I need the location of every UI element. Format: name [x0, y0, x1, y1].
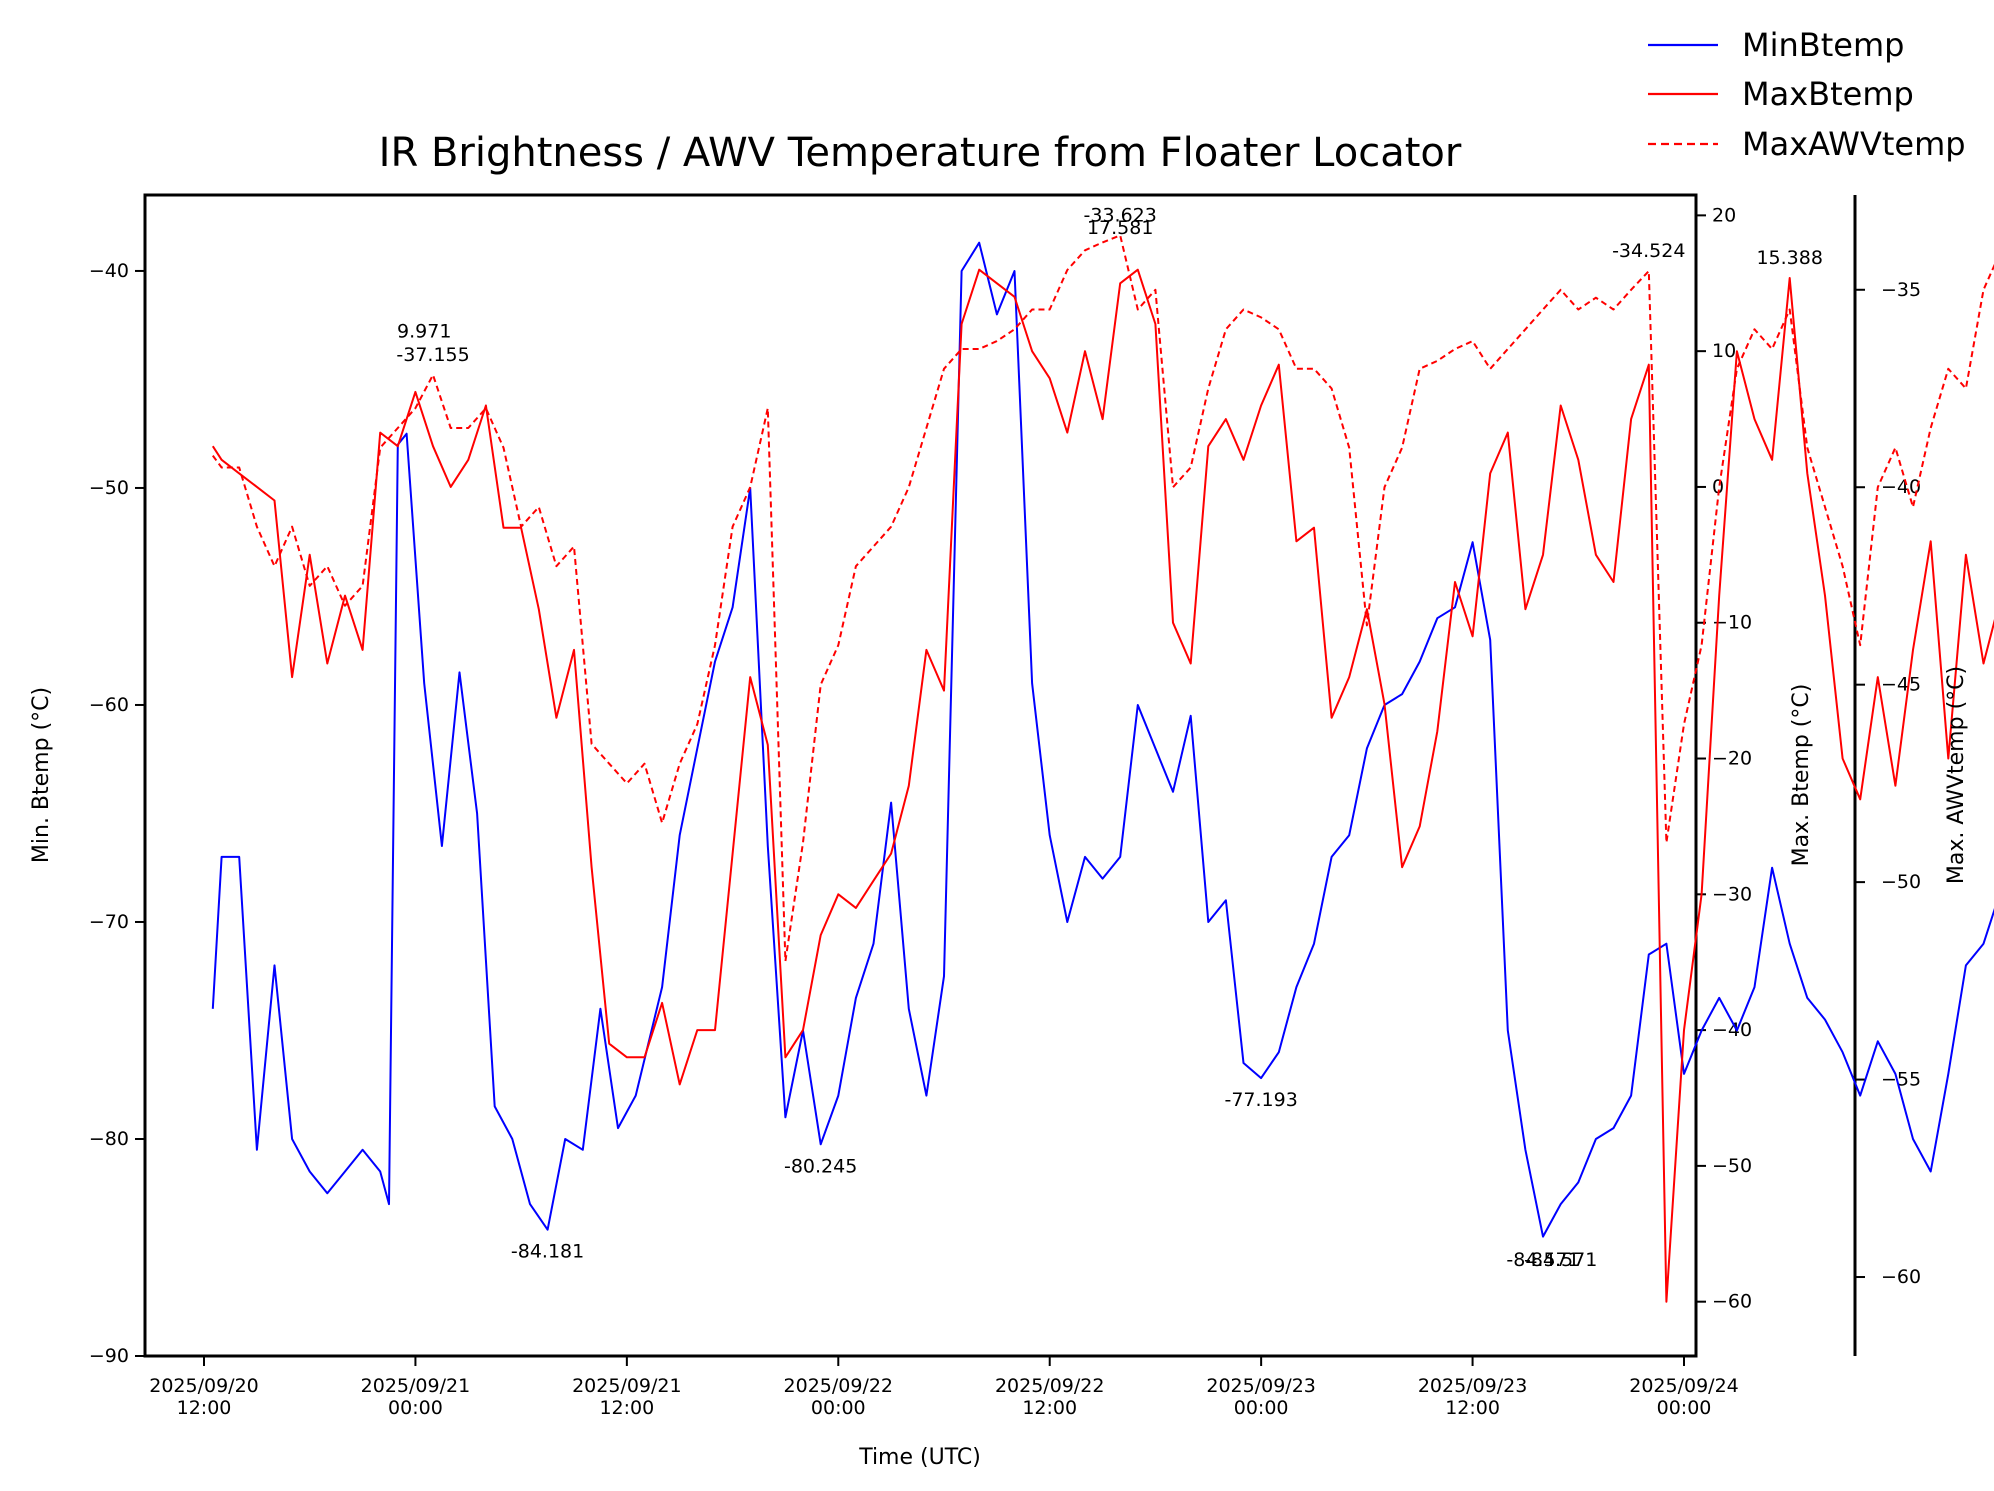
y-tick-label-left: −90: [89, 1345, 129, 1367]
annotation-label: -33.623: [1084, 204, 1157, 226]
y-axis-label-left: Min. Btemp (°C): [29, 687, 54, 863]
y-tick-label-right2: −55: [1881, 1069, 1921, 1091]
y-tick-label-right1: −60: [1712, 1291, 1752, 1313]
annotation-label: -84.571: [1524, 1249, 1597, 1271]
series-line-minbtemp: [211, 241, 1994, 1238]
x-tick-label: 2025/09/21: [572, 1375, 682, 1397]
x-tick-label: 2025/09/22: [784, 1375, 894, 1397]
y-tick-label-right2: −40: [1881, 476, 1921, 498]
y-tick-label-right2: −60: [1881, 1266, 1921, 1288]
series-layer: [211, 234, 1994, 1303]
y-axis-label-right1: Max. Btemp (°C): [1789, 684, 1814, 867]
x-tick-label: 2025/09/22: [995, 1375, 1105, 1397]
x-tick-label: 2025/09/24: [1629, 1375, 1739, 1397]
legend-label-maxawvtemp: MaxAWVtemp: [1742, 125, 1966, 163]
legend-label-maxbtemp: MaxBtemp: [1742, 75, 1914, 113]
annotation-label: -84.571: [1506, 1249, 1579, 1271]
x-tick-label: 12:00: [1022, 1397, 1077, 1419]
annotation-label: 9.971: [397, 321, 451, 343]
annotation-label: -34.524: [1612, 240, 1685, 262]
y-tick-label-right1: −10: [1712, 612, 1752, 634]
y-tick-label-right1: −50: [1712, 1155, 1752, 1177]
y-tick-label-right1: −30: [1712, 883, 1752, 905]
series-line-maxbtemp: [211, 268, 1994, 1303]
annotation-label: -37.155: [396, 344, 469, 366]
y-tick-label-right2: −50: [1881, 871, 1921, 893]
annotation-label: -84.181: [511, 1241, 584, 1263]
y-tick-label-left: −70: [89, 911, 129, 933]
x-tick-label: 12:00: [1445, 1397, 1500, 1419]
y-tick-label-left: −50: [89, 477, 129, 499]
x-tick-label: 00:00: [1657, 1397, 1712, 1419]
y-tick-label-right2: −45: [1881, 674, 1921, 696]
x-tick-label: 00:00: [1234, 1397, 1289, 1419]
x-tick-label: 2025/09/23: [1418, 1375, 1528, 1397]
legend-label-minbtemp: MinBtemp: [1742, 26, 1904, 64]
series-line-maxawvtemp: [211, 234, 1994, 963]
x-tick-label: 12:00: [599, 1397, 654, 1419]
annotation-label: -80.245: [784, 1155, 857, 1177]
x-tick-label: 2025/09/23: [1206, 1375, 1316, 1397]
y-tick-label-right1: 20: [1712, 204, 1736, 226]
x-tick-label: 2025/09/21: [361, 1375, 471, 1397]
y-axis-label-right2: Max. AWVtemp (°C): [1944, 666, 1969, 884]
axis-ticks: 2025/09/2012:002025/09/2100:002025/09/21…: [89, 204, 1921, 1419]
y-tick-label-left: −80: [89, 1128, 129, 1150]
x-tick-label: 2025/09/20: [149, 1375, 259, 1397]
annotation-label: 17.581: [1087, 217, 1153, 239]
y-tick-label-right1: −20: [1712, 748, 1752, 770]
x-tick-label: 12:00: [177, 1397, 232, 1419]
chart-title: IR Brightness / AWV Temperature from Flo…: [379, 130, 1462, 176]
x-tick-label: 00:00: [388, 1397, 443, 1419]
plot-frame: [143, 193, 1698, 1358]
y-tick-label-left: −60: [89, 694, 129, 716]
y-tick-label-right1: 10: [1712, 340, 1736, 362]
annotation-label: -77.193: [1224, 1089, 1297, 1111]
y-tick-label-right2: −35: [1881, 279, 1921, 301]
x-tick-label: 00:00: [811, 1397, 866, 1419]
y-tick-label-left: −40: [89, 260, 129, 282]
legend: MinBtemp MaxBtemp MaxAWVtemp: [1648, 26, 1966, 163]
x-axis-label: Time (UTC): [858, 1445, 981, 1470]
y-tick-label-right1: −40: [1712, 1019, 1752, 1041]
annotation-label: 15.388: [1756, 247, 1822, 269]
